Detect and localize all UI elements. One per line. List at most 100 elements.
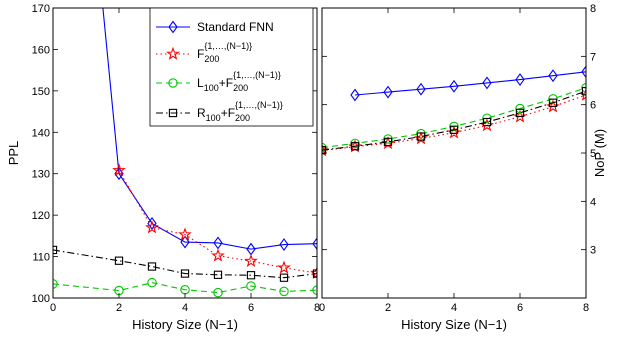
y-tick-label: 3 <box>590 245 596 257</box>
series-0-point <box>548 69 558 83</box>
y-tick-label: 7 <box>590 51 596 63</box>
series-2-point <box>246 281 256 291</box>
series-0-point <box>416 82 426 96</box>
x-tick-label: 4 <box>182 302 188 314</box>
series-2-point <box>350 138 360 149</box>
legend-entry: R100+F{1,…,(N−1)}200 <box>156 100 283 123</box>
series-3-point <box>416 132 426 141</box>
series-2-point <box>383 134 393 144</box>
series-0 <box>350 65 586 102</box>
y-tick-label: 120 <box>32 210 50 222</box>
series-3-point <box>515 108 525 118</box>
series-0-point <box>581 65 586 79</box>
y-tick-label: 150 <box>32 86 50 98</box>
y-tick-label: 100 <box>32 293 50 305</box>
legend-label-subscript: 200 <box>235 113 250 123</box>
y-axis-label: NoP (M) <box>592 129 607 177</box>
series-3-line <box>322 90 586 151</box>
x-tick-label: 8 <box>583 302 589 314</box>
legend-label-subscript: 200 <box>233 83 248 93</box>
x-axis-label: History Size (N−1) <box>401 317 507 332</box>
series-3-point <box>581 86 586 96</box>
y-tick-label: 6 <box>590 100 596 112</box>
series-0-point <box>180 235 190 249</box>
series-3-point <box>147 262 157 271</box>
series-2-line <box>322 87 586 149</box>
legend-entry: Standard FNN <box>156 20 274 34</box>
series-2-point <box>482 113 492 123</box>
series-3 <box>322 86 586 155</box>
series-0-point <box>312 237 317 251</box>
series-1-point <box>145 220 159 234</box>
legend-label: R100+F{1,…,(N−1)} <box>197 100 283 123</box>
series-3-point <box>350 142 360 151</box>
series-0-point <box>515 73 525 86</box>
series-3-point <box>383 137 393 147</box>
series-0-line <box>354 71 586 96</box>
series-2-point <box>213 287 223 298</box>
series-2-point <box>449 121 459 132</box>
series-2-line <box>53 282 317 294</box>
series-1-point <box>277 260 291 274</box>
y-axis-label: PPL <box>6 141 21 166</box>
series-0-point <box>383 85 393 99</box>
legend-swatch-marker <box>168 108 178 118</box>
ppl-chart: 0 2 4 6 8 100 110 120 130 140 150 160 170 History Siz… <box>6 3 320 332</box>
series-2-point <box>147 277 157 288</box>
legend-entry: F{1,…,(N−1)}200 <box>156 41 252 64</box>
y-tick-label: 140 <box>32 127 50 139</box>
legend-swatch-marker <box>168 20 178 34</box>
series-1-point <box>178 227 192 241</box>
series-3-point <box>246 271 256 280</box>
series-0-point <box>279 238 289 251</box>
legend-swatch-marker <box>166 46 180 60</box>
series-3-point <box>449 125 459 134</box>
series-3-line <box>53 249 317 279</box>
x-tick-label: 6 <box>517 302 523 314</box>
legend-swatch-marker <box>168 78 178 88</box>
x-tick-label: 2 <box>116 302 122 314</box>
series-3-point <box>548 98 558 107</box>
x-tick-label: 0 <box>319 302 325 314</box>
y-tick-label: 5 <box>590 148 596 160</box>
plot-frame <box>321 7 587 299</box>
x-tick-label: 2 <box>385 302 391 314</box>
series-2-point <box>416 128 426 139</box>
y-tick-label: 160 <box>32 44 50 56</box>
legend-entry: L100+F{1,…,(N−1)}200 <box>156 70 281 93</box>
series-1-point <box>244 253 258 267</box>
series-1-point <box>211 248 225 262</box>
nop-chart: 0 2 4 6 8 3 4 5 6 7 8 History Size (N−1) NoP (M) <box>319 3 607 332</box>
series-0-point <box>350 88 360 102</box>
series-2-point <box>322 142 327 153</box>
series-2-point <box>515 103 525 114</box>
x-tick-label: 6 <box>248 302 254 314</box>
series-1-point <box>112 163 126 177</box>
x-tick-label: 0 <box>50 302 56 314</box>
y-tick-label: 8 <box>590 3 596 15</box>
x-axis-label: History Size (N−1) <box>132 317 238 332</box>
x-tick-label: 8 <box>314 302 320 314</box>
series-0-point <box>213 236 223 250</box>
y-tick-label: 170 <box>32 3 50 15</box>
series-3-point <box>180 269 190 278</box>
legend: Standard FNNF{1,…,(N−1)}200L100+F{1,…,(N… <box>149 7 314 127</box>
legend-label-subscript: 200 <box>204 54 219 64</box>
legend-label: L100+F{1,…,(N−1)} <box>197 70 281 93</box>
series-3-point <box>279 273 289 282</box>
legend-label: F{1,…,(N−1)} <box>197 41 252 61</box>
y-tick-label: 130 <box>32 169 50 181</box>
y-tick-label: 110 <box>32 252 50 264</box>
series-0-point <box>449 79 459 93</box>
series-3 <box>53 245 317 282</box>
series-2-point <box>53 279 58 289</box>
series-0-point <box>147 216 157 230</box>
series-1 <box>112 163 317 279</box>
series-1-line <box>322 94 586 152</box>
series-3-point <box>482 117 492 127</box>
series-0-point <box>482 76 492 90</box>
series-3-point <box>114 256 124 265</box>
series-3-point <box>322 145 327 155</box>
legend-label: Standard FNN <box>197 20 274 34</box>
